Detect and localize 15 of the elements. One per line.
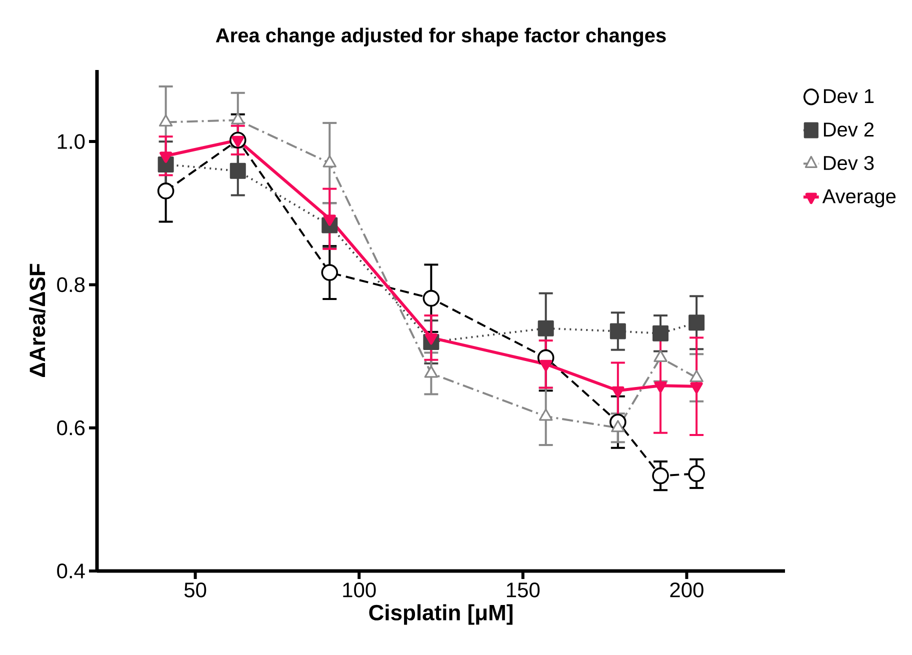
x-tick-label: 200: [670, 582, 704, 598]
legend-label: Dev 1: [824, 89, 874, 104]
legend-label: Dev 3: [824, 156, 874, 170]
y-tick-label: 0.6: [57, 420, 85, 436]
chart-title: Area change adjusted for shape factor changes: [216, 28, 666, 46]
y-axis-title: ΔArea/ΔSF: [29, 264, 46, 377]
y-tick-label: 0.8: [57, 277, 85, 292]
y-tick-label: 0.4: [57, 564, 85, 578]
y-tick-label: 1.0: [58, 134, 85, 149]
x-axis-title: Cisplatin [μM]: [369, 604, 512, 625]
legend-label: Dev 2: [824, 122, 874, 137]
legend-label: Average: [822, 189, 896, 208]
x-tick-label: 150: [506, 582, 540, 598]
x-tick-label: 100: [343, 582, 376, 598]
x-tick-label: 50: [184, 582, 206, 598]
